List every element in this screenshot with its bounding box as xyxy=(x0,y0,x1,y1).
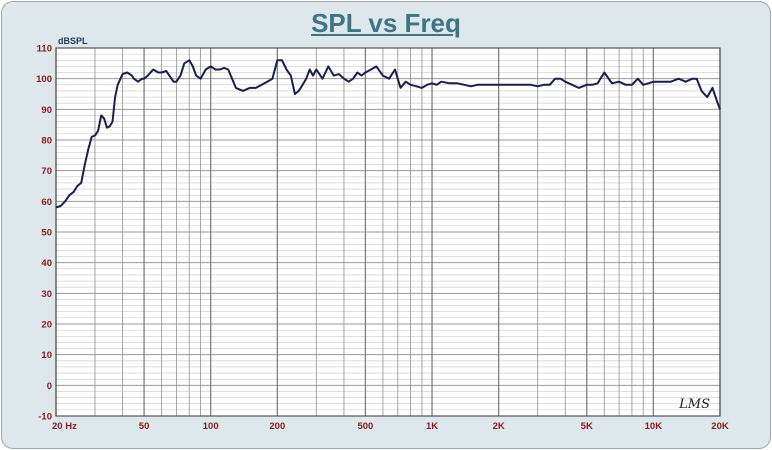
x-tick-label: 10K xyxy=(645,421,663,432)
x-tick-label: 2K xyxy=(493,421,505,432)
y-tick-label: 90 xyxy=(41,105,52,116)
y-tick-label: 60 xyxy=(41,197,52,208)
x-tick-label: 5K xyxy=(581,421,593,432)
y-tick-label: 40 xyxy=(41,258,52,269)
y-tick-label: 10 xyxy=(41,350,52,361)
y-axis-label: dBSPL xyxy=(58,36,88,46)
lms-watermark: LMS xyxy=(678,397,710,412)
y-tick-label: 30 xyxy=(41,289,52,300)
spl-curve xyxy=(55,59,721,209)
x-tick-label: 1K xyxy=(426,421,438,432)
y-tick-label: 20 xyxy=(41,320,52,331)
y-tick-label: -10 xyxy=(38,412,52,423)
x-tick-label: 500 xyxy=(357,421,373,432)
plot-border xyxy=(55,47,721,417)
x-tick-label: 50 xyxy=(139,421,150,432)
y-tick-label: 80 xyxy=(41,136,52,147)
x-tick-label: 100 xyxy=(203,421,219,432)
y-tick-label: 50 xyxy=(41,228,52,239)
y-tick-label: 70 xyxy=(41,166,52,177)
y-tick-label: 0 xyxy=(47,381,52,392)
x-tick-label: 20 Hz xyxy=(52,421,77,432)
x-tick-label: 200 xyxy=(269,421,285,432)
x-tick-label: 20K xyxy=(711,421,729,432)
y-tick-label: 110 xyxy=(37,44,52,55)
chart-title: SPL vs Freq xyxy=(311,8,461,38)
y-tick-label: 100 xyxy=(36,74,52,85)
